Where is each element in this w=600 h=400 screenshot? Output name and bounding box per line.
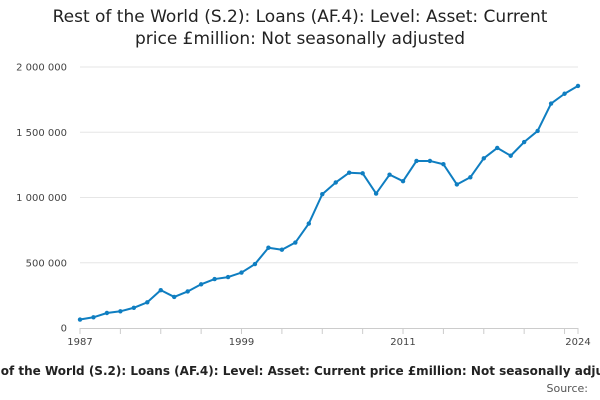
data-point bbox=[562, 91, 567, 96]
data-point bbox=[441, 162, 446, 167]
data-point bbox=[77, 317, 83, 322]
x-tick-label: 1987 bbox=[67, 337, 92, 348]
chart-title-line-2: price £million: Not seasonally adjusted bbox=[134, 29, 466, 49]
chart-title-line-1: Rest of the World (S.2): Loans (AF.4): L… bbox=[52, 7, 548, 27]
data-point bbox=[387, 172, 392, 177]
x-tick-label: 1999 bbox=[229, 337, 254, 348]
data-point bbox=[320, 192, 325, 197]
data-point bbox=[508, 153, 513, 158]
data-point bbox=[104, 310, 110, 316]
data-point bbox=[346, 170, 352, 175]
data-point bbox=[306, 221, 312, 226]
data-point bbox=[293, 240, 298, 245]
source-label: Source: bbox=[546, 382, 589, 395]
data-point bbox=[414, 158, 419, 164]
data-point bbox=[333, 180, 338, 185]
data-point bbox=[212, 276, 217, 282]
x-tick-label: 2024 bbox=[565, 337, 590, 348]
data-point bbox=[535, 128, 540, 134]
data-point bbox=[481, 156, 486, 161]
data-point bbox=[198, 282, 204, 287]
data-point bbox=[131, 305, 137, 310]
data-point bbox=[172, 294, 177, 300]
data-point bbox=[279, 247, 285, 252]
data-point bbox=[468, 175, 473, 180]
chart-title: Rest of the World (S.2): Loans (AF.4): L… bbox=[0, 6, 600, 50]
data-point bbox=[427, 158, 433, 164]
data-point bbox=[495, 145, 500, 151]
data-point bbox=[225, 274, 231, 280]
y-tick-label: 1 000 000 bbox=[16, 193, 67, 204]
y-tick-label: 0 bbox=[61, 324, 67, 335]
data-point bbox=[373, 191, 379, 196]
y-tick-label: 2 000 000 bbox=[16, 63, 67, 74]
y-tick-label: 1 500 000 bbox=[16, 128, 67, 139]
data-point bbox=[145, 300, 150, 305]
data-point bbox=[521, 139, 527, 145]
data-point bbox=[548, 101, 554, 106]
data-point bbox=[118, 309, 123, 314]
data-point bbox=[239, 270, 244, 275]
data-point bbox=[575, 83, 581, 89]
data-point bbox=[91, 315, 96, 320]
chart-caption: Rest of the World (S.2): Loans (AF.4): L… bbox=[0, 364, 600, 382]
data-point bbox=[185, 289, 190, 294]
data-point bbox=[454, 182, 460, 187]
y-tick-label: 500 000 bbox=[26, 258, 67, 269]
data-point bbox=[158, 287, 163, 293]
x-tick-label: 2011 bbox=[390, 337, 415, 348]
data-point bbox=[252, 261, 258, 267]
chart-caption-text: Rest of the World (S.2): Loans (AF.4): L… bbox=[0, 364, 600, 378]
data-point bbox=[360, 171, 365, 176]
data-point bbox=[400, 178, 406, 184]
series-line bbox=[79, 85, 579, 321]
data-point bbox=[266, 245, 271, 250]
